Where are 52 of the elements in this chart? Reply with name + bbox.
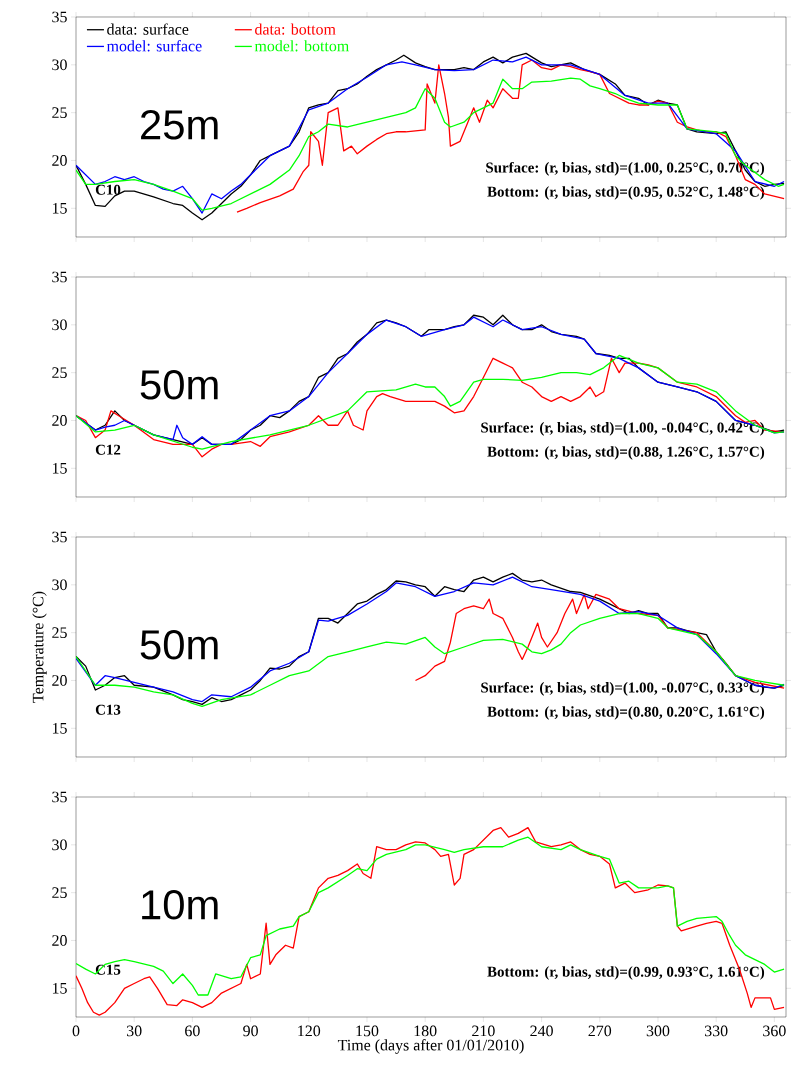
- annotation: 50m: [140, 369, 218, 400]
- y-tick-label: 25: [52, 367, 67, 378]
- annotation: C12: [95, 444, 121, 455]
- y-tick-label: 30: [52, 579, 67, 591]
- annotation: Surface: (r, bias, std)=(1.00, -0.04°C, 0.42°C): [481, 421, 765, 436]
- annotation: Bottom: (r, bias, std)=(0.80, 0.20°C, 1.61°C): [487, 706, 765, 720]
- y-axis-title: Temperature (°C): [32, 591, 47, 703]
- y-tick-label: 30: [52, 839, 67, 851]
- annotation: Bottom: (r, bias, std)=(0.88, 1.26°C, 1.57°C): [487, 446, 765, 460]
- x-tick-label: 270: [588, 1025, 612, 1037]
- y-tick-label: 25: [52, 107, 67, 118]
- x-tick-label: 0: [72, 1025, 80, 1037]
- annotation: C13: [95, 704, 121, 715]
- x-tick-label: 60: [185, 1025, 200, 1037]
- x-tick-label: 240: [530, 1025, 553, 1037]
- y-tick-label: 20: [52, 415, 67, 426]
- y-tick-label: 30: [52, 59, 67, 71]
- annotation: Bottom: (r, bias, std)=(0.95, 0.52°C, 1.48°C): [487, 186, 765, 200]
- x-tick-label: 90: [243, 1025, 258, 1037]
- x-axis-title: Time (days after 01/01/2010): [337, 1039, 524, 1054]
- y-tick-label: 35: [52, 271, 67, 283]
- y-tick-label: 30: [52, 319, 67, 331]
- y-tick-label: 35: [52, 11, 67, 23]
- y-tick-label: 25: [52, 627, 67, 638]
- x-tick-label: 30: [126, 1025, 142, 1037]
- y-tick-label: 20: [52, 675, 67, 686]
- y-tick-label: 15: [52, 722, 67, 734]
- annotation: 25m: [141, 109, 218, 140]
- annotation: C10: [95, 184, 121, 195]
- x-tick-label: 150: [356, 1025, 379, 1037]
- y-tick-label: 20: [52, 935, 67, 946]
- x-tick-label: 120: [298, 1025, 321, 1037]
- y-tick-label: 15: [52, 462, 67, 474]
- x-tick-label: 300: [646, 1025, 670, 1037]
- x-tick-label: 330: [704, 1025, 728, 1037]
- y-tick-label: 25: [52, 887, 67, 899]
- annotation: Surface: (r, bias, std)=(1.00, -0.07°C, 0.33°C): [481, 681, 765, 696]
- x-tick-label: 210: [472, 1025, 495, 1037]
- y-tick-label: 35: [52, 791, 67, 803]
- x-tick-label: 180: [414, 1025, 437, 1037]
- y-tick-label: 20: [52, 155, 67, 166]
- legend-label: data: bottom: [255, 23, 336, 35]
- legend-label: model: surface: [106, 40, 202, 52]
- y-tick-label: 35: [52, 531, 67, 543]
- x-tick-label: 360: [763, 1025, 786, 1037]
- y-tick-label: 15: [52, 982, 67, 994]
- annotation: 10m: [142, 889, 218, 920]
- line-series: [76, 836, 785, 996]
- y-tick-label: 15: [52, 202, 67, 214]
- legend-label: data: surface: [107, 23, 189, 35]
- annotation: 50m: [140, 629, 218, 660]
- legend-label: model: bottom: [254, 40, 349, 52]
